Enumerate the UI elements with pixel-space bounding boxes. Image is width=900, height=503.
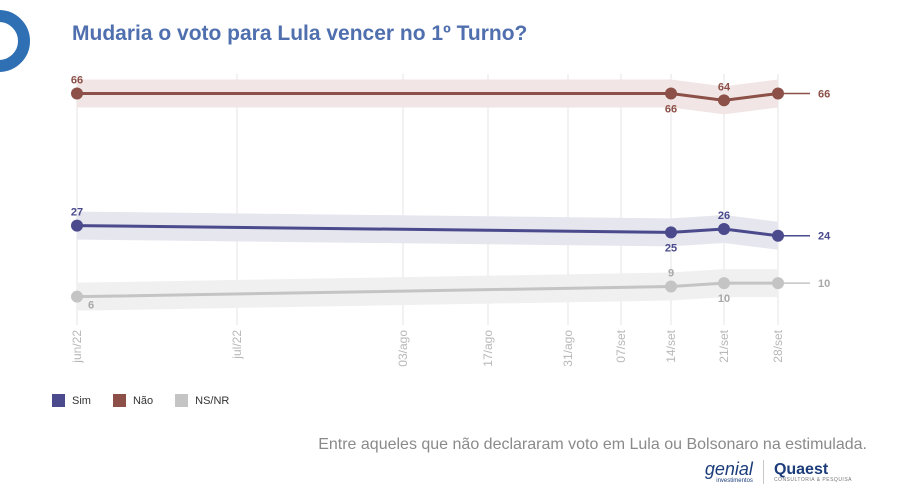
series-line (76, 224, 779, 238)
x-tick-label: 31/ago (561, 330, 575, 367)
legend-swatch-nsnr (175, 394, 189, 407)
footnote: Entre aqueles que não declararam voto em… (318, 436, 867, 453)
data-point (665, 280, 677, 293)
data-point (772, 87, 784, 100)
x-tick-label: 21/set (717, 329, 731, 362)
legend-swatch-nao (112, 394, 126, 407)
brand-logos: genial investimentos Quaest CONSULTORIA … (705, 460, 852, 484)
legend-label-sim: Sim (72, 394, 91, 407)
x-tick-label: 28/set (771, 329, 785, 362)
legend-item-nsnr: NS/NR (175, 394, 229, 407)
quaest-logo-subtext: CONSULTORIA & PESQUISA (773, 476, 852, 483)
x-tick-label: jun/22 (70, 330, 84, 364)
data-point (71, 87, 83, 100)
data-label: 9 (668, 268, 674, 280)
data-point (718, 277, 730, 290)
series-line (76, 281, 778, 299)
confidence-band (77, 79, 778, 115)
x-tick-label: 03/ago (396, 330, 410, 367)
legend-label-nao: Não (132, 394, 154, 407)
genial-logo-text: genial (704, 459, 753, 479)
data-point (71, 219, 83, 232)
data-label: 66 (665, 104, 677, 116)
brand-divider (762, 460, 764, 484)
data-label: 10 (718, 293, 730, 305)
data-point (665, 226, 677, 239)
genial-logo-subtext: investimentos (716, 478, 753, 484)
x-tick-label: 07/set (614, 329, 628, 362)
line-chart: jun/22 jul/22 03/ago 17/ago 31/ago 07/set 14/s… (70, 74, 831, 367)
x-tick-label: 14/set (664, 329, 678, 362)
data-label: 66 (818, 89, 830, 101)
chart-legend: Sim Não NS/NR (52, 394, 229, 407)
x-tick-label: 17/ago (481, 330, 495, 367)
data-label: 10 (818, 278, 830, 290)
legend-label-nsnr: NS/NR (195, 394, 230, 407)
data-point (718, 94, 730, 107)
legend-item-nao: Não (112, 394, 154, 407)
genial-logo: genial investimentos (705, 460, 753, 484)
data-label: 27 (71, 207, 83, 219)
data-point (772, 277, 784, 290)
data-point (71, 290, 83, 303)
data-label: 25 (665, 242, 677, 254)
quaest-logo: Quaest CONSULTORIA & PESQUISA (773, 460, 852, 483)
legend-item-sim: Sim (52, 394, 91, 407)
data-label: 66 (71, 75, 83, 87)
x-tick-label: jul/22 (230, 330, 244, 360)
quaest-logo-text: Quaest (773, 460, 829, 478)
data-point (718, 222, 730, 235)
series-line (77, 92, 779, 102)
chart-title: Mudaria o voto para Lula vencer no 1º Tu… (72, 22, 528, 45)
data-label: 24 (818, 231, 831, 243)
data-point (772, 229, 784, 242)
data-point (665, 87, 677, 100)
data-label: 6 (88, 300, 94, 312)
legend-swatch-sim (52, 394, 65, 407)
data-label: 26 (718, 210, 730, 222)
data-label: 64 (718, 81, 731, 93)
